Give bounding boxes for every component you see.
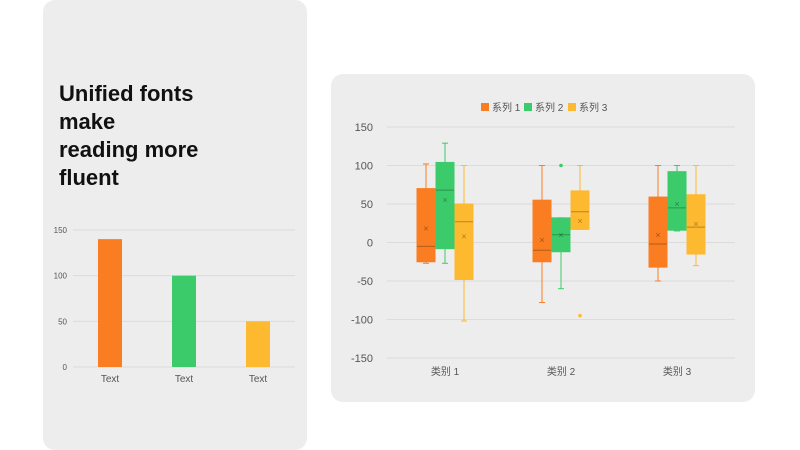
mean-marker: × — [539, 235, 544, 245]
x-tick-label: Text — [175, 374, 194, 385]
box — [416, 188, 436, 263]
mean-marker: × — [693, 219, 698, 229]
headline-line: fluent — [59, 165, 119, 190]
left-panel: Unified fonts make reading more fluent 0… — [43, 0, 307, 450]
legend-label: 系列 1 — [492, 101, 521, 114]
y-tick-label: -150 — [351, 353, 373, 365]
outlier-point — [578, 313, 582, 318]
y-tick-label: 100 — [54, 272, 68, 281]
headline-line: reading more — [59, 137, 199, 162]
mean-marker: × — [423, 224, 428, 234]
bar — [98, 239, 122, 367]
mean-marker: × — [655, 230, 660, 240]
x-tick-label: 类别 3 — [663, 365, 692, 378]
y-tick-label: 0 — [63, 363, 68, 372]
y-tick-label: 150 — [355, 122, 373, 134]
box — [551, 217, 571, 253]
y-tick-label: 0 — [367, 238, 373, 250]
legend-swatch — [524, 103, 532, 111]
box-plot-chart: 150 100 50 0 -50 -100 -150 系列 1 系列 2 系列 3 类别 1 × × × 类… — [351, 101, 735, 378]
y-tick-label: 50 — [361, 199, 373, 211]
bar-chart: 0 50 100 150 Text Text Text — [54, 226, 295, 385]
y-tick-label: 150 — [54, 226, 68, 235]
mean-marker: × — [558, 230, 563, 240]
mean-marker: × — [461, 231, 466, 241]
x-tick-label: Text — [249, 374, 268, 385]
y-tick-label: -100 — [351, 315, 373, 327]
box — [435, 161, 455, 250]
box — [570, 190, 590, 230]
mean-marker: × — [674, 199, 679, 209]
outlier-point — [559, 163, 563, 168]
box — [532, 199, 552, 263]
legend-swatch — [568, 103, 576, 111]
y-tick-label: -50 — [357, 276, 373, 288]
headline: Unified fonts make reading more fluent — [59, 80, 299, 192]
legend-label: 系列 3 — [579, 101, 608, 114]
bar — [246, 321, 270, 367]
box — [686, 194, 706, 255]
legend-swatch — [481, 103, 489, 111]
box — [454, 203, 474, 280]
mean-marker: × — [577, 216, 582, 226]
box — [667, 171, 687, 231]
y-tick-label: 100 — [355, 161, 373, 173]
mean-marker: × — [442, 195, 447, 205]
x-tick-label: Text — [101, 374, 120, 385]
headline-line: Unified fonts — [59, 81, 194, 106]
right-panel: 150 100 50 0 -50 -100 -150 系列 1 系列 2 系列 3 类别 1 × × × 类… — [331, 74, 755, 402]
headline-line: make — [59, 109, 116, 134]
y-tick-label: 50 — [58, 317, 67, 326]
x-tick-label: 类别 1 — [431, 365, 460, 378]
bar — [172, 275, 196, 367]
x-tick-label: 类别 2 — [547, 365, 576, 378]
legend-label: 系列 2 — [535, 101, 564, 114]
box — [648, 196, 668, 268]
